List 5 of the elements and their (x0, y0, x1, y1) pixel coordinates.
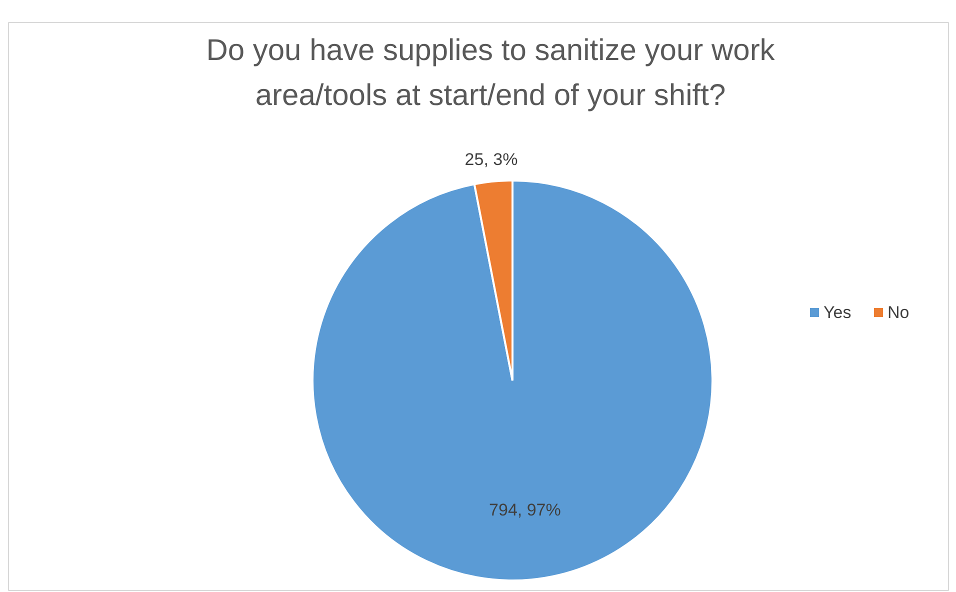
data-label: 794, 97% (489, 500, 561, 520)
legend-label: No (888, 303, 910, 322)
data-label: 25, 3% (464, 150, 518, 170)
legend-label: Yes (824, 303, 852, 322)
chart-title: Do you have supplies to sanitize your work area/tools at start/end of your shift? (206, 34, 776, 112)
